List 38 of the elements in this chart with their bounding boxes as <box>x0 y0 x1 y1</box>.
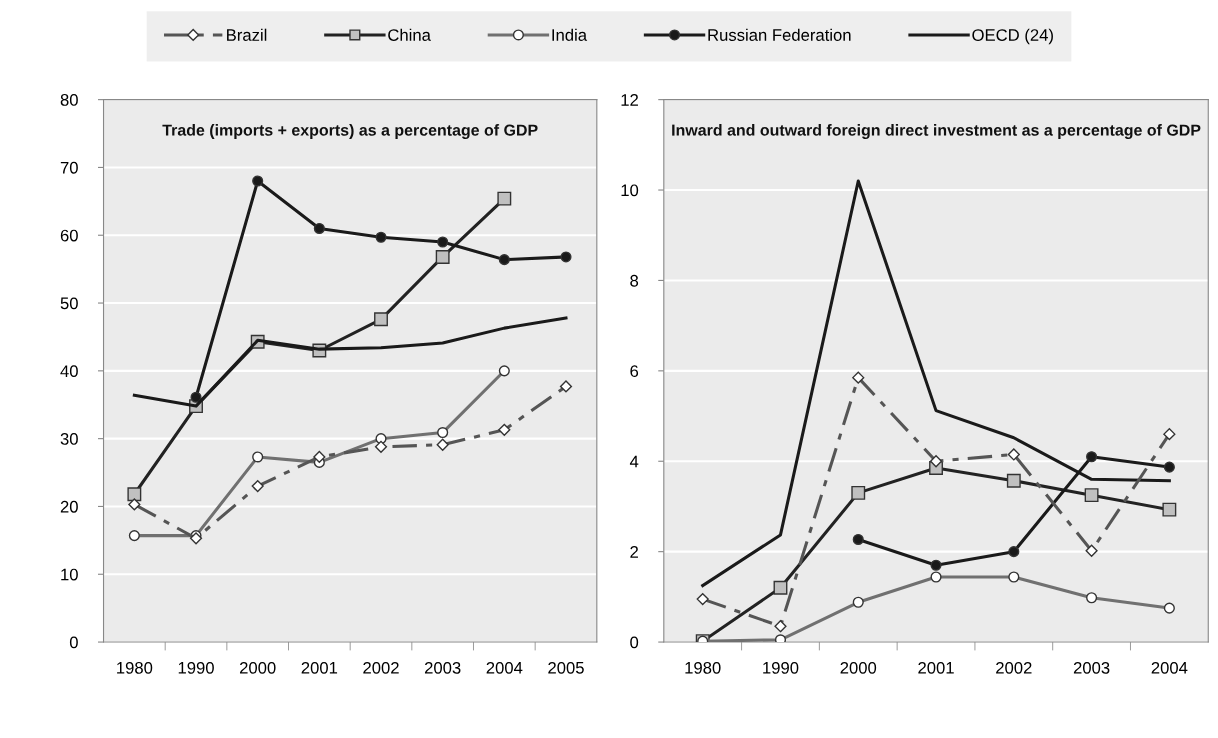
legend-label: OECD (24) <box>972 28 1053 45</box>
legend-label: Brazil <box>227 28 267 41</box>
y-tick-label: 60 <box>60 229 78 242</box>
legend-label: China <box>388 28 431 41</box>
x-tick-label: 2003 <box>424 661 461 674</box>
y-tick-label: 70 <box>60 161 78 174</box>
y-tick-label: 12 <box>621 94 638 106</box>
x-tick-label: 1990 <box>763 661 799 674</box>
y-tick-label: 10 <box>621 184 639 197</box>
legend-label: Russian Federation <box>708 28 851 41</box>
x-tick-label: 2003 <box>1073 661 1110 674</box>
text: Trade (imports + exports) as a percentage of GDP <box>162 124 538 139</box>
y-tick-label: 2 <box>630 546 638 558</box>
x-tick-label: 2005 <box>548 661 584 674</box>
x-tick-label: 2002 <box>363 661 399 674</box>
x-tick-label: 1980 <box>685 661 721 674</box>
x-tick-label: 1990 <box>178 661 214 674</box>
x-tick-label: 2002 <box>996 661 1032 674</box>
x-tick-label: 2001 <box>301 661 338 674</box>
y-tick-label: 4 <box>629 455 639 468</box>
x-tick-label: 2000 <box>840 661 877 674</box>
y-tick-label: 8 <box>630 274 639 287</box>
x-tick-label: 2000 <box>239 661 276 674</box>
legend-label: India <box>552 28 588 41</box>
text: Inward and outward foreign direct investment as a percentage of GDP <box>672 124 1201 139</box>
y-tick-label: 6 <box>630 365 639 378</box>
x-tick-label: 2004 <box>486 661 523 674</box>
y-tick-label: 0 <box>69 636 78 649</box>
y-tick-label: 50 <box>60 297 78 310</box>
x-tick-label: 2001 <box>918 661 954 674</box>
y-tick-label: 0 <box>630 636 639 649</box>
x-tick-label: 2004 <box>1151 661 1188 674</box>
x-tick-label: 1980 <box>117 661 153 674</box>
y-tick-label: 30 <box>60 433 78 445</box>
y-tick-label: 20 <box>60 500 78 513</box>
y-tick-label: 10 <box>61 568 78 581</box>
y-tick-label: 80 <box>60 94 78 106</box>
y-tick-label: 40 <box>60 365 78 378</box>
